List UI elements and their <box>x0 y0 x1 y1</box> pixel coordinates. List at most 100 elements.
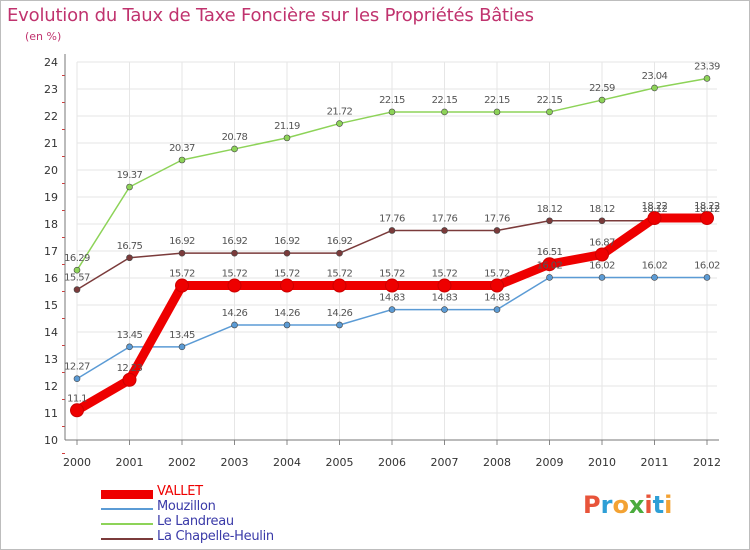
data-point <box>546 108 553 116</box>
data-label: 16.02 <box>589 260 615 271</box>
data-point <box>388 306 396 313</box>
y-tick-label: 10 <box>44 434 58 447</box>
legend-swatch <box>101 538 153 540</box>
data-label: 13.45 <box>117 330 143 341</box>
data-label: 13.45 <box>169 330 195 341</box>
y-tick-label: 16 <box>44 272 58 285</box>
data-label: 14.26 <box>222 308 248 319</box>
legend-swatch <box>101 489 153 499</box>
x-tick-label: 2001 <box>116 456 144 469</box>
y-tick-label: 20 <box>44 164 58 177</box>
data-label: 15.72 <box>484 269 510 280</box>
data-label: 23.39 <box>694 61 720 72</box>
data-point <box>388 108 396 116</box>
data-point <box>73 286 81 293</box>
data-label: 15.72 <box>169 269 195 280</box>
data-label: 16.75 <box>117 241 143 252</box>
data-point <box>283 321 291 329</box>
data-label: 22.59 <box>589 83 615 94</box>
data-label: 19.37 <box>117 170 143 181</box>
data-point <box>126 254 133 262</box>
data-label: 22.15 <box>484 95 510 106</box>
legend-label: Mouzillon <box>157 499 216 514</box>
data-point <box>336 120 343 127</box>
data-label: 17.76 <box>484 213 510 224</box>
data-point <box>437 278 452 293</box>
data-point <box>280 278 294 293</box>
data-point <box>178 343 186 351</box>
data-label: 16.92 <box>274 236 300 247</box>
x-tick-label: 2007 <box>431 456 459 469</box>
data-label: 14.83 <box>432 293 458 304</box>
logo-letter: i <box>644 491 653 519</box>
data-point <box>441 306 448 313</box>
data-label: 16.51 <box>537 247 563 258</box>
data-label: 14.26 <box>274 308 300 319</box>
y-tick-label: 15 <box>44 299 58 312</box>
data-point <box>598 96 606 104</box>
y-tick-label: 11 <box>44 407 58 420</box>
data-label: 15.72 <box>222 269 248 280</box>
data-point <box>385 278 399 293</box>
logo-letter: x <box>628 491 645 519</box>
data-point <box>493 306 501 313</box>
data-label: 11.1 <box>67 393 87 404</box>
data-point <box>283 134 291 142</box>
data-point <box>493 227 501 234</box>
data-point <box>703 75 711 82</box>
data-point <box>332 278 347 293</box>
y-tick-label: 23 <box>44 83 58 96</box>
data-label: 21.72 <box>327 107 353 118</box>
data-label: 22.15 <box>537 95 563 106</box>
data-point <box>231 321 238 329</box>
data-point <box>490 278 504 293</box>
data-label: 17.76 <box>432 213 458 224</box>
logo-letter: i <box>664 491 673 519</box>
x-tick-label: 2012 <box>693 456 721 469</box>
data-point <box>546 274 553 281</box>
y-tick-label: 22 <box>44 110 58 123</box>
data-label: 16.92 <box>169 236 195 247</box>
y-tick-label: 12 <box>44 380 58 393</box>
logo-letter: o <box>612 491 629 519</box>
data-label: 16.02 <box>694 260 720 271</box>
data-label: 14.83 <box>484 293 510 304</box>
x-tick-label: 2008 <box>483 456 511 469</box>
data-point <box>283 249 291 257</box>
chart-title: Evolution du Taux de Taxe Foncière sur l… <box>7 5 534 26</box>
data-label: 12.27 <box>64 362 90 373</box>
legend-swatch <box>101 523 153 525</box>
data-label: 20.37 <box>169 143 195 154</box>
data-label: 22.15 <box>379 95 405 106</box>
logo-letter: t <box>652 491 665 519</box>
data-point <box>441 108 448 116</box>
data-point <box>700 211 714 226</box>
data-label: 15.57 <box>64 273 90 284</box>
x-tick-label: 2006 <box>378 456 406 469</box>
data-point <box>126 343 133 351</box>
data-label: 16.92 <box>327 236 353 247</box>
data-label: 22.15 <box>432 95 458 106</box>
data-point <box>651 84 658 92</box>
data-label: 12.23 <box>117 363 143 374</box>
data-label: 15.72 <box>379 269 405 280</box>
x-tick-label: 2011 <box>641 456 669 469</box>
chart-unit-label: (en %) <box>25 30 62 43</box>
data-point <box>703 274 711 281</box>
data-label: 20.78 <box>222 132 248 143</box>
logo-letter: r <box>600 491 613 519</box>
data-point <box>178 156 186 164</box>
data-point <box>231 145 238 153</box>
data-label: 15.72 <box>274 269 300 280</box>
data-point <box>122 372 137 387</box>
data-point <box>546 217 553 225</box>
data-point <box>126 183 133 191</box>
data-point <box>175 278 189 293</box>
data-label: 14.83 <box>379 293 405 304</box>
legend-label: La Chapelle-Heulin <box>157 529 274 544</box>
data-point <box>441 227 448 234</box>
data-label: 16.92 <box>222 236 248 247</box>
data-label: 14.26 <box>327 308 353 319</box>
data-point <box>651 274 658 281</box>
data-label: 16.29 <box>64 253 90 264</box>
